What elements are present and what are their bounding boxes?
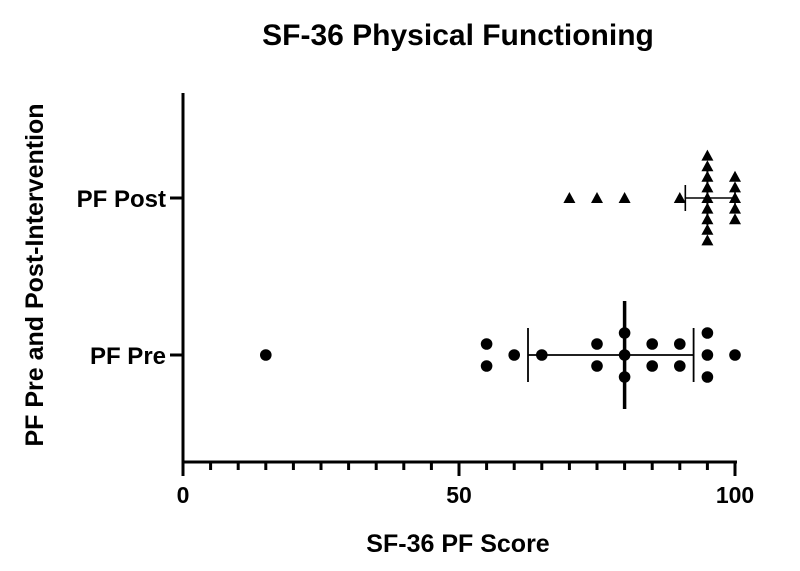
x-axis-label: SF-36 PF Score	[366, 530, 549, 558]
triangle-point	[729, 181, 741, 193]
triangle-point	[701, 202, 714, 214]
circle-point	[508, 349, 520, 361]
triangle-point	[701, 213, 714, 225]
circle-point	[674, 360, 686, 372]
triangle-point	[701, 192, 714, 203]
circle-point	[591, 360, 603, 372]
x-tick-label: 100	[716, 482, 754, 508]
data-points	[260, 149, 741, 383]
circle-point	[646, 338, 658, 350]
triangle-point	[618, 192, 631, 203]
circle-point	[618, 349, 631, 361]
triangle-point	[701, 170, 714, 182]
category-axis: PF Pre PF Post	[77, 186, 183, 370]
circle-point	[618, 371, 631, 383]
triangle-point	[591, 192, 603, 203]
triangle-point	[701, 149, 714, 161]
triangle-point	[729, 213, 741, 225]
triangle-point	[729, 202, 741, 214]
circle-point	[260, 349, 272, 361]
triangle-point	[729, 170, 741, 182]
x-tick-label: 0	[177, 482, 190, 508]
circle-point	[701, 349, 714, 361]
y-category-label: PF Post	[77, 186, 166, 213]
x-tick-label: 50	[446, 482, 472, 508]
triangle-point	[673, 192, 686, 203]
triangle-point	[563, 192, 576, 203]
triangle-point	[701, 181, 714, 193]
triangle-point	[701, 234, 714, 246]
circle-point	[729, 349, 741, 361]
triangle-point	[701, 223, 714, 235]
circle-point	[480, 338, 493, 350]
circle-point	[646, 360, 658, 372]
chart-title: SF-36 Physical Functioning	[262, 19, 654, 52]
x-axis-ticks: 0 50 100	[177, 462, 754, 508]
circle-point	[536, 349, 548, 361]
y-category-label: PF Pre	[90, 343, 166, 370]
circle-point	[674, 338, 686, 350]
triangle-point	[729, 192, 741, 203]
circle-point	[618, 327, 631, 339]
triangle-point	[701, 160, 714, 172]
y-axis-label: PF Pre and Post-Intervention	[21, 103, 49, 446]
circle-point	[591, 338, 603, 350]
circle-point	[480, 360, 493, 372]
circle-point	[701, 371, 714, 383]
circle-point	[701, 327, 714, 339]
